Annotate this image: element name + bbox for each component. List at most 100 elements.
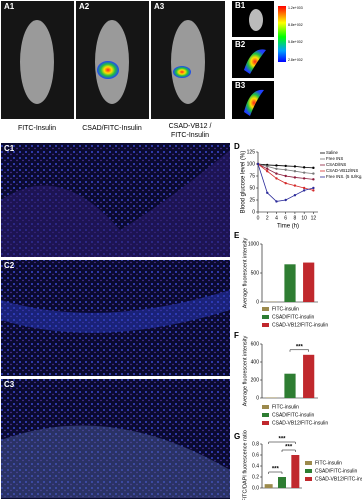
point [266, 170, 269, 173]
y-tick-label: 0.6 [252, 452, 259, 458]
x-tick-label: 8 [294, 215, 297, 221]
bar [303, 262, 315, 302]
panel-label: C1 [4, 144, 15, 153]
panel-label: E [234, 231, 240, 240]
legend-label: CSAD-VB12/FITC-insulin [272, 420, 328, 426]
panel-label: A2 [79, 2, 90, 11]
point [284, 198, 287, 202]
organ [244, 89, 264, 116]
point [312, 189, 315, 192]
point [266, 165, 269, 168]
legend-swatch [305, 469, 312, 473]
y-axis-label: FITC/DAPI fluorescence ratio [242, 430, 248, 500]
bar [264, 484, 273, 488]
x-tick-label: 6 [284, 215, 287, 221]
point [293, 165, 297, 168]
legend-label: FITC-insulin [315, 460, 342, 466]
y-tick-label: 0.2 [252, 474, 259, 480]
x-axis-label: Time (h) [277, 224, 299, 230]
signal [97, 61, 119, 79]
point [266, 167, 269, 170]
significance: *** [296, 344, 304, 350]
colorbar-label: 5.8e+002 [288, 40, 303, 44]
panel-label: G [234, 432, 240, 441]
caption: FITC-Insulin [18, 125, 56, 132]
panel-label: D [234, 142, 240, 151]
point [284, 168, 287, 171]
colorbar-label: 1.2e+003 [288, 6, 303, 10]
x-tick-label: 0 [257, 215, 260, 221]
legend-label: CSAD/FITC-insulin [315, 468, 357, 474]
y-tick-label: 0.8 [252, 441, 259, 447]
point [256, 162, 260, 166]
legend-swatch [262, 421, 269, 425]
point [293, 194, 297, 197]
legend-label: CSAD-VB12/FITC-insulin [272, 322, 328, 328]
y-tick-label: 0 [252, 209, 255, 215]
significance: *** [272, 467, 280, 473]
legend-swatch [262, 323, 269, 327]
bracket [289, 349, 309, 352]
y-tick-label: 50 [249, 185, 255, 191]
legend-swatch [262, 307, 269, 311]
signal [173, 66, 191, 78]
y-tick-label: 100 [247, 161, 256, 167]
panel-label: C3 [4, 380, 15, 389]
panel-label: A3 [154, 2, 165, 11]
bar [291, 455, 300, 488]
y-tick-label: 0 [256, 395, 259, 401]
legend-label: Free INS. (5 IU/Kg, S.C.) [326, 174, 362, 179]
legend-swatch [262, 413, 269, 417]
point [312, 172, 315, 175]
point [302, 166, 306, 169]
y-tick-label: 125 [247, 149, 256, 155]
caption: CSAD-VB12 / [169, 123, 212, 130]
panel-label: F [234, 331, 239, 340]
significance: *** [278, 437, 286, 443]
organ [249, 9, 263, 31]
point [302, 171, 306, 174]
y-tick-label: 200 [251, 377, 260, 383]
point [302, 186, 306, 190]
bracket [281, 449, 296, 452]
legend-label: CSAD-VB12/INS [326, 168, 358, 173]
point [293, 176, 297, 179]
tissue [1, 150, 230, 257]
panel-label: B2 [235, 40, 246, 49]
point [275, 164, 278, 167]
x-tick-label: 10 [301, 215, 307, 221]
tissue [1, 425, 230, 498]
y-axis-label: Average fluorescent intensity [242, 335, 248, 406]
legend-swatch [262, 405, 269, 409]
photos [1, 1, 286, 499]
y-tick-label: 75 [249, 173, 255, 179]
colorbar-label: 8.8e+002 [288, 23, 303, 27]
point [312, 186, 315, 190]
point [275, 177, 278, 180]
point [312, 178, 315, 181]
legend-label: CSAD-VB12/FITC-insulin [315, 476, 362, 482]
bar [284, 373, 296, 398]
point [284, 182, 287, 185]
panel-label: B1 [235, 1, 246, 10]
y-axis-label: Average fluorescent intensity [242, 237, 248, 308]
colorbar [278, 6, 286, 62]
bar [303, 354, 315, 398]
organ [244, 49, 266, 74]
legend-label: Free INS [326, 156, 343, 161]
y-axis-label: Blood glucose level (%) [241, 151, 247, 214]
legend-swatch [305, 477, 312, 481]
panel-label: B3 [235, 81, 246, 90]
caption: FITC-Insulin [171, 132, 209, 139]
y-tick-label: 0.0 [252, 485, 259, 491]
legend-swatch [305, 461, 312, 465]
legend-label: FITC-insulin [272, 306, 299, 312]
legend-label: Saline [326, 150, 339, 155]
y-tick-label: 500 [251, 270, 260, 276]
bracket [268, 441, 296, 444]
y-tick-label: 1000 [248, 241, 259, 247]
colorbar-label: 2.8e+002 [288, 58, 303, 62]
y-tick-label: 0.4 [252, 463, 259, 469]
point [312, 166, 315, 170]
